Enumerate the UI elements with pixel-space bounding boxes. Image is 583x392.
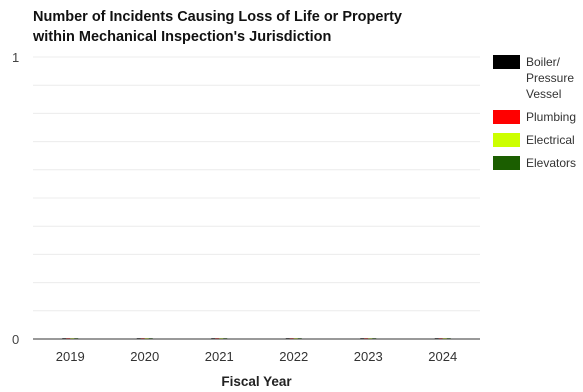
legend-swatch-electrical — [493, 133, 520, 147]
chart-title: Number of Incidents Causing Loss of Life… — [33, 7, 483, 47]
x-axis-title: Fiscal Year — [221, 374, 292, 389]
legend: Boiler/ Pressure Vessel Plumbing Electri… — [493, 54, 583, 178]
x-tick-label: 2022 — [279, 349, 308, 364]
legend-swatch-boiler — [493, 55, 520, 69]
x-tick-label: 2020 — [130, 349, 159, 364]
y-tick-label: 1 — [12, 50, 19, 65]
x-tick-label: 2024 — [428, 349, 457, 364]
x-tick-label: 2021 — [205, 349, 234, 364]
y-tick-label: 0 — [12, 332, 19, 347]
legend-item-plumbing[interactable]: Plumbing — [493, 109, 583, 125]
legend-label-boiler: Boiler/ Pressure Vessel — [526, 55, 575, 101]
legend-label-electrical: Electrical — [526, 133, 575, 147]
legend-item-elevators[interactable]: Elevators — [493, 155, 583, 171]
x-tick-label: 2023 — [354, 349, 383, 364]
legend-item-boiler[interactable]: Boiler/ Pressure Vessel — [493, 54, 583, 102]
legend-label-elevators: Elevators — [526, 156, 577, 170]
legend-label-plumbing: Plumbing — [526, 110, 577, 124]
x-tick-label: 2019 — [56, 349, 85, 364]
legend-item-electrical[interactable]: Electrical — [493, 132, 583, 148]
chart-title-line-1: Number of Incidents Causing Loss of Life… — [33, 9, 402, 25]
legend-swatch-elevators — [493, 156, 520, 170]
legend-swatch-plumbing — [493, 110, 520, 124]
chart-title-line-2: within Mechanical Inspection's Jurisdict… — [33, 29, 332, 45]
